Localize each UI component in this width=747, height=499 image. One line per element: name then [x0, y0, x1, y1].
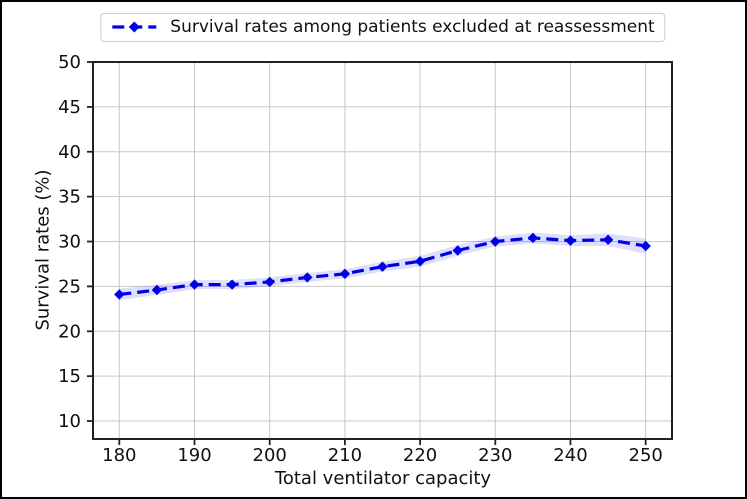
data-point-marker	[452, 245, 463, 256]
data-point-marker	[264, 276, 275, 288]
y-tick-label: 35	[58, 187, 81, 208]
legend-diamond-marker-icon	[128, 21, 140, 33]
x-axis-title: Total ventilator capacity	[274, 468, 492, 489]
y-tick-label: 30	[58, 232, 81, 253]
y-tick-label: 20	[58, 321, 81, 342]
data-point-marker	[377, 261, 388, 272]
x-tick-label: 240	[553, 445, 587, 466]
y-tick-label: 25	[58, 276, 81, 297]
y-tick-label: 40	[58, 142, 81, 163]
legend-line-marker	[112, 21, 157, 33]
y-tick-label: 50	[58, 52, 81, 73]
x-tick-label: 190	[177, 445, 211, 466]
x-tick-label: 210	[328, 445, 362, 466]
x-tick-label: 250	[629, 445, 663, 466]
series-line	[119, 236, 646, 297]
data-point-marker	[414, 256, 426, 267]
x-tick-label: 180	[102, 445, 136, 466]
data-point-marker	[339, 268, 351, 280]
data-point-marker	[565, 235, 576, 246]
data-point-marker	[302, 272, 313, 283]
data-point-marker	[640, 240, 651, 252]
data-point-marker	[602, 234, 614, 245]
y-axis-title: Survival rates (%)	[32, 169, 54, 331]
data-point-marker	[527, 232, 539, 244]
legend: Survival rates among patients excluded a…	[100, 13, 666, 42]
data-point-marker	[226, 279, 238, 290]
y-tick-label: 10	[58, 411, 81, 432]
data-point-marker	[490, 236, 501, 247]
x-tick-label: 230	[478, 445, 512, 466]
y-tick-label: 15	[58, 366, 81, 387]
legend-label: Survival rates among patients excluded a…	[170, 17, 655, 37]
data-point-marker	[189, 279, 200, 290]
data-point-marker	[151, 284, 163, 296]
x-tick-label: 220	[403, 445, 437, 466]
x-tick-label: 200	[253, 445, 287, 466]
data-point-marker	[114, 289, 125, 300]
axes-frame	[92, 61, 673, 440]
y-tick-label: 45	[58, 97, 81, 118]
